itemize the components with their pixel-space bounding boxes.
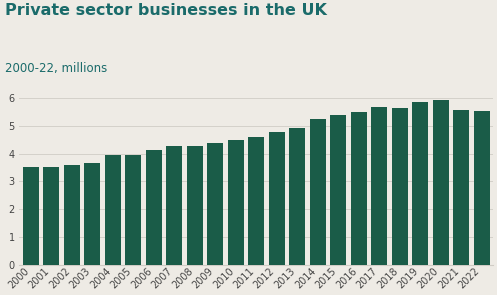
Text: Private sector businesses in the UK: Private sector businesses in the UK <box>5 3 327 18</box>
Bar <box>248 137 264 265</box>
Bar <box>43 167 59 265</box>
Bar <box>146 150 162 265</box>
Bar <box>269 132 285 265</box>
Bar <box>412 101 428 265</box>
Bar <box>228 140 244 265</box>
Bar <box>105 155 121 265</box>
Bar <box>350 112 367 265</box>
Bar <box>330 115 346 265</box>
Bar <box>310 119 326 265</box>
Bar <box>187 146 203 265</box>
Bar <box>453 110 469 265</box>
Bar <box>432 99 449 265</box>
Bar <box>84 163 100 265</box>
Bar <box>166 146 182 265</box>
Bar <box>392 108 408 265</box>
Bar <box>207 143 223 265</box>
Bar <box>289 128 305 265</box>
Bar <box>23 168 39 265</box>
Bar <box>474 111 490 265</box>
Bar <box>64 165 80 265</box>
Text: 2000-22, millions: 2000-22, millions <box>5 62 107 75</box>
Bar <box>125 155 141 265</box>
Bar <box>371 107 387 265</box>
